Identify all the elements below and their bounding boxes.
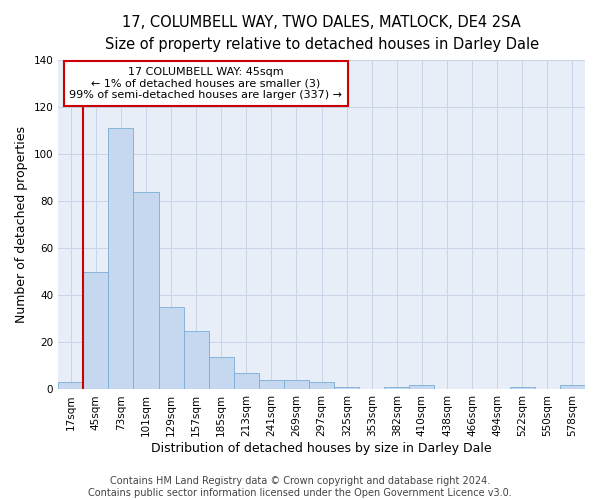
Text: Contains HM Land Registry data © Crown copyright and database right 2024.
Contai: Contains HM Land Registry data © Crown c… <box>88 476 512 498</box>
Bar <box>385 387 409 390</box>
Bar <box>334 387 359 390</box>
Bar <box>510 387 535 390</box>
Bar <box>209 356 234 390</box>
Bar <box>109 128 133 390</box>
Text: 17 COLUMBELL WAY: 45sqm
← 1% of detached houses are smaller (3)
99% of semi-deta: 17 COLUMBELL WAY: 45sqm ← 1% of detached… <box>69 67 342 100</box>
Bar <box>309 382 334 390</box>
Bar <box>409 385 434 390</box>
X-axis label: Distribution of detached houses by size in Darley Dale: Distribution of detached houses by size … <box>151 442 492 455</box>
Bar <box>234 373 259 390</box>
Bar <box>83 272 109 390</box>
Bar <box>560 385 585 390</box>
Bar <box>58 382 83 390</box>
Bar <box>284 380 309 390</box>
Y-axis label: Number of detached properties: Number of detached properties <box>15 126 28 324</box>
Bar <box>158 307 184 390</box>
Bar <box>259 380 284 390</box>
Bar <box>184 330 209 390</box>
Bar <box>133 192 158 390</box>
Title: 17, COLUMBELL WAY, TWO DALES, MATLOCK, DE4 2SA
Size of property relative to deta: 17, COLUMBELL WAY, TWO DALES, MATLOCK, D… <box>104 15 539 52</box>
